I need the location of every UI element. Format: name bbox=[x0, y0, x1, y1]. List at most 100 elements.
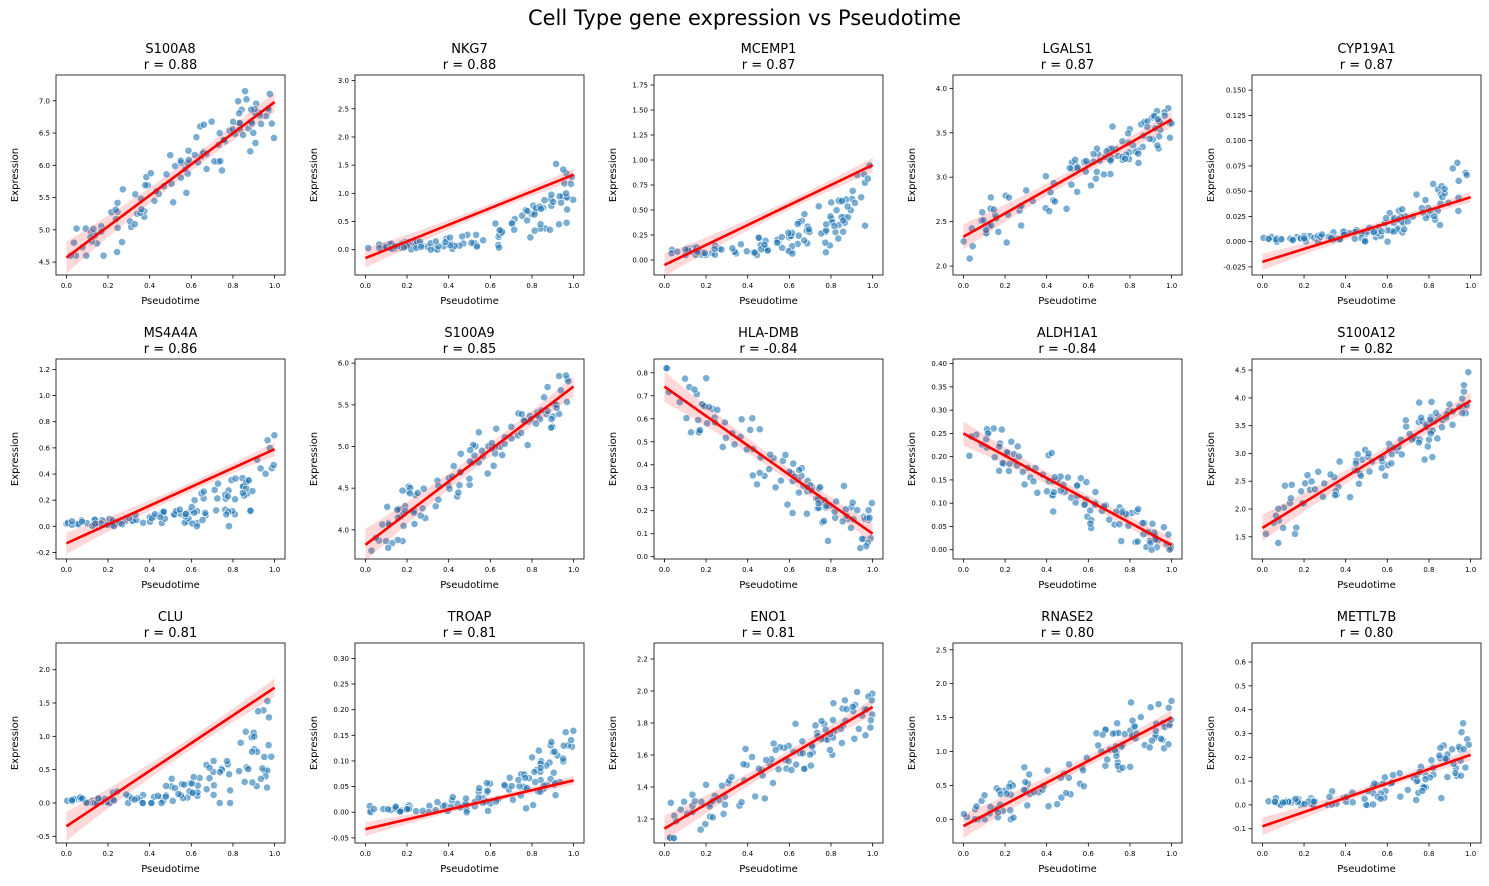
x-axis-label: Pseudotime bbox=[1337, 864, 1396, 875]
data-point bbox=[383, 502, 392, 511]
data-point bbox=[1448, 745, 1457, 754]
data-point bbox=[154, 791, 162, 800]
x-tick-label: 1.0 bbox=[1166, 850, 1177, 858]
data-point bbox=[549, 768, 558, 777]
x-tick-label: 0.0 bbox=[61, 282, 72, 290]
y-tick-label: 2.5 bbox=[338, 105, 349, 113]
data-point bbox=[771, 746, 780, 754]
data-point bbox=[800, 236, 809, 245]
x-tick-label: 0.8 bbox=[1124, 566, 1135, 574]
data-point bbox=[989, 424, 998, 433]
data-point bbox=[1118, 763, 1127, 772]
data-point bbox=[1432, 408, 1440, 417]
data-point bbox=[1307, 477, 1316, 486]
y-tick-label: 1.5 bbox=[39, 700, 50, 708]
data-point bbox=[730, 440, 739, 449]
data-point bbox=[1091, 488, 1100, 496]
data-point bbox=[1033, 488, 1042, 497]
data-point bbox=[445, 484, 454, 493]
data-point bbox=[1134, 149, 1143, 158]
y-tick-label: 0.6 bbox=[637, 415, 649, 423]
data-point bbox=[760, 794, 769, 803]
data-point bbox=[530, 226, 539, 235]
y-tick-label: 0.50 bbox=[632, 207, 648, 215]
x-tick-label: 0.4 bbox=[1340, 850, 1352, 858]
data-point bbox=[1109, 729, 1117, 738]
y-tick-label: -0.025 bbox=[1223, 263, 1246, 271]
data-point bbox=[753, 480, 761, 489]
data-point bbox=[270, 134, 278, 142]
data-point bbox=[202, 165, 211, 173]
confidence-band bbox=[1262, 392, 1471, 542]
data-point bbox=[483, 469, 492, 478]
data-point bbox=[773, 238, 781, 247]
data-point bbox=[857, 193, 866, 202]
data-point bbox=[866, 723, 875, 732]
data-point bbox=[94, 794, 103, 803]
data-point bbox=[829, 716, 837, 725]
data-point bbox=[555, 192, 564, 201]
confidence-band bbox=[963, 111, 1172, 250]
subplot-correlation: r = -0.84 bbox=[1038, 342, 1096, 357]
y-tick-label: -0.2 bbox=[36, 549, 50, 557]
plot-frame bbox=[952, 74, 1183, 276]
data-point bbox=[1274, 539, 1283, 547]
data-point bbox=[1018, 468, 1027, 476]
data-point bbox=[82, 251, 91, 260]
data-point bbox=[188, 779, 196, 788]
data-point bbox=[1089, 150, 1098, 158]
data-point bbox=[1309, 797, 1318, 806]
data-point bbox=[456, 449, 465, 458]
data-point bbox=[139, 518, 147, 527]
y-tick-label: 6.0 bbox=[338, 360, 349, 368]
data-point bbox=[483, 786, 492, 795]
x-axis-label: Pseudotime bbox=[1038, 580, 1097, 591]
data-point bbox=[1160, 111, 1169, 120]
data-point bbox=[226, 799, 235, 807]
subplot-title: MS4A4A bbox=[144, 326, 198, 341]
data-point bbox=[1364, 449, 1373, 458]
data-point bbox=[1448, 420, 1457, 429]
data-point bbox=[215, 129, 224, 138]
data-point bbox=[410, 520, 419, 528]
y-tick-label: 2.0 bbox=[936, 680, 947, 688]
y-tick-label: 4.5 bbox=[338, 485, 349, 493]
x-tick-label: 0.0 bbox=[360, 850, 371, 858]
subplot-title: METTL7B bbox=[1337, 610, 1397, 625]
x-tick-label: 0.8 bbox=[227, 850, 238, 858]
data-point bbox=[241, 87, 249, 96]
confidence-band bbox=[365, 168, 574, 268]
data-point bbox=[192, 133, 201, 142]
x-tick-label: 1.0 bbox=[1465, 850, 1476, 858]
data-point bbox=[705, 403, 713, 411]
data-point bbox=[1279, 524, 1288, 532]
data-point bbox=[431, 237, 440, 246]
data-point bbox=[777, 233, 786, 241]
subplot-title: S100A12 bbox=[1337, 326, 1396, 341]
data-point bbox=[1157, 734, 1165, 743]
data-point bbox=[188, 788, 197, 797]
data-point bbox=[536, 204, 545, 213]
data-point bbox=[861, 731, 870, 740]
data-point bbox=[1087, 181, 1095, 190]
data-point bbox=[396, 807, 405, 816]
regression-line bbox=[1262, 195, 1471, 264]
subplot-title: CLU bbox=[158, 610, 183, 625]
data-point bbox=[1369, 800, 1378, 809]
data-point bbox=[434, 495, 443, 504]
data-point bbox=[455, 481, 464, 490]
data-point bbox=[1436, 221, 1444, 229]
x-tick-label: 0.0 bbox=[61, 566, 72, 574]
data-point bbox=[465, 474, 474, 483]
data-point bbox=[1383, 237, 1392, 246]
plot-frame bbox=[55, 74, 286, 276]
data-point bbox=[489, 461, 498, 470]
data-point bbox=[462, 794, 470, 803]
data-point bbox=[1153, 141, 1162, 150]
data-point bbox=[965, 254, 974, 263]
y-tick-label: 6.0 bbox=[39, 162, 50, 170]
data-point bbox=[1115, 520, 1124, 529]
x-tick-label: 0.2 bbox=[401, 282, 412, 290]
y-tick-label: 0.4 bbox=[39, 471, 51, 479]
